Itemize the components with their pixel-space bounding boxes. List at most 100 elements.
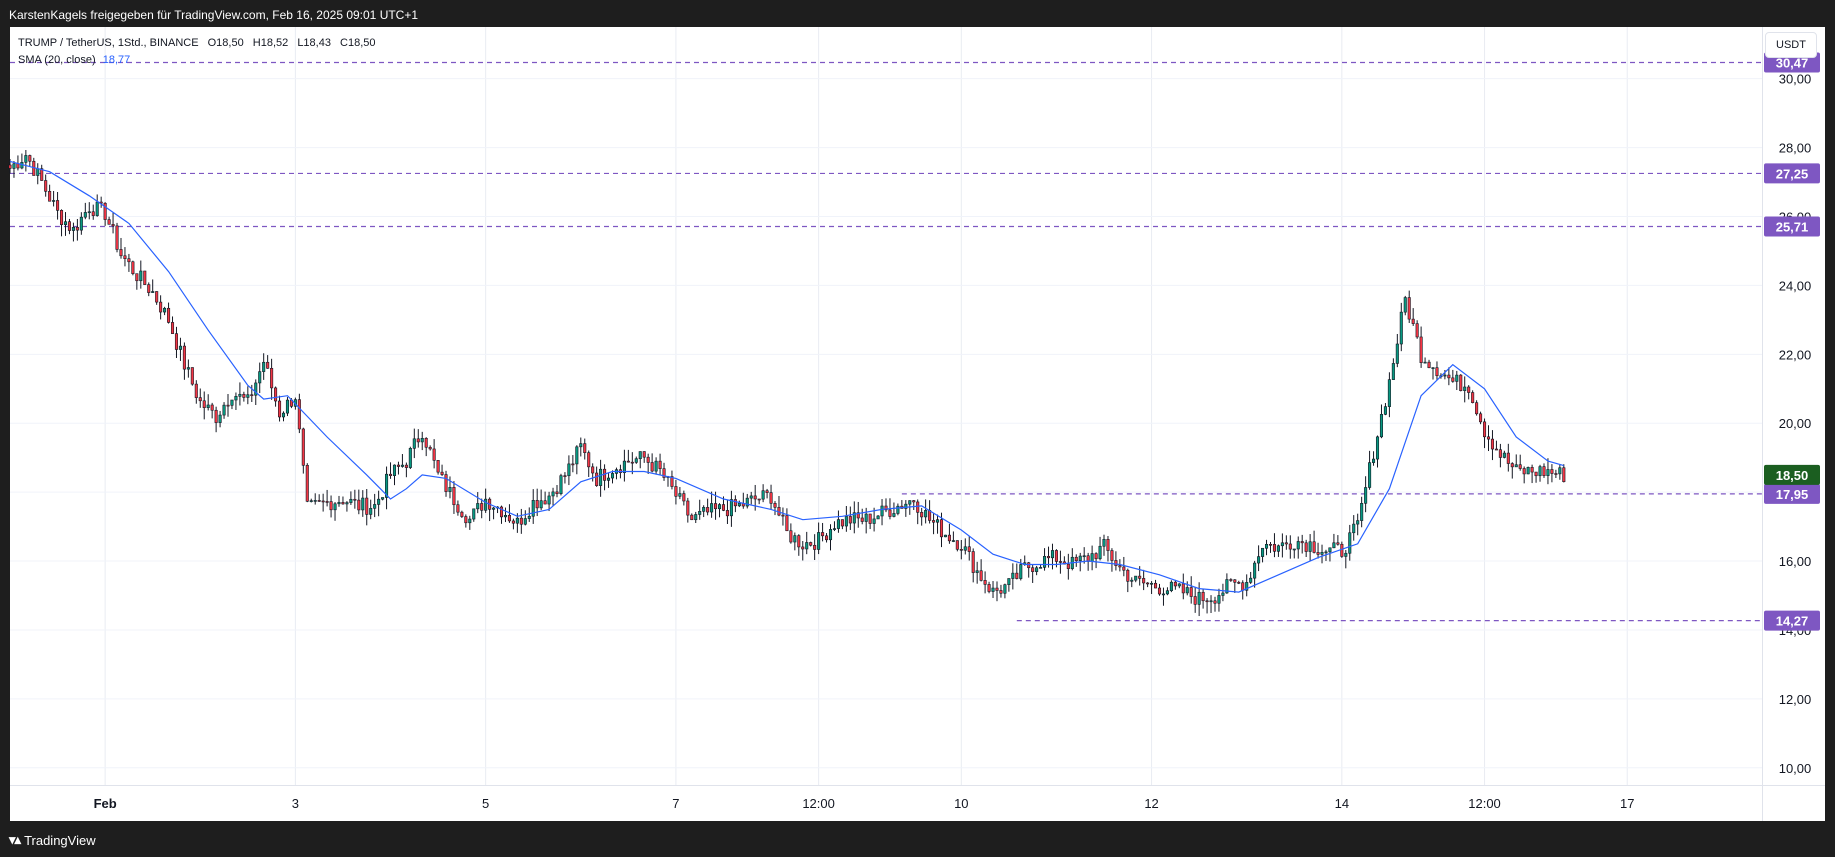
candle-up: [281, 411, 286, 422]
candle-body: [246, 394, 250, 398]
horizontal-lines: [10, 61, 1762, 622]
legend-low: L18,43: [297, 37, 331, 49]
candle-up: [622, 449, 626, 482]
candle-down: [1213, 596, 1217, 612]
candle-up: [559, 473, 563, 496]
candle-up: [1455, 370, 1459, 391]
candle-down: [1316, 542, 1320, 559]
candle-body: [1146, 582, 1150, 585]
currency-button[interactable]: USDT: [1765, 32, 1817, 58]
candle-body: [1050, 550, 1055, 559]
candle-body: [932, 520, 936, 523]
candle-body: [36, 168, 40, 176]
y-tick-label: 22,00: [1779, 347, 1812, 362]
price-tag: 30,47: [1776, 55, 1809, 70]
candle-body: [587, 452, 591, 468]
candle-down: [436, 460, 440, 475]
candle-body: [258, 371, 262, 384]
candle-body: [234, 396, 238, 401]
tradingview-brand[interactable]: ▾▴ TradingView: [9, 832, 96, 848]
candle-up: [852, 501, 856, 534]
candle-body: [1249, 577, 1253, 583]
candle-body: [527, 515, 531, 519]
candle-up: [1431, 367, 1435, 380]
candle-up: [349, 491, 353, 505]
chart-frame[interactable]: [10, 27, 1825, 821]
candle-body: [381, 497, 385, 500]
candle-up: [702, 505, 706, 518]
candle-body: [1348, 532, 1352, 554]
candle-body: [79, 216, 83, 231]
legend-sma-label[interactable]: SMA (20, close): [18, 54, 96, 66]
candle-body: [1035, 567, 1039, 572]
candle-body: [943, 534, 947, 538]
candle-up: [345, 501, 349, 512]
legend-sma-value: 18,77: [102, 54, 131, 66]
candle-down: [868, 513, 872, 530]
candle-body: [1399, 311, 1403, 345]
candle-body: [682, 493, 686, 502]
candle-body: [543, 500, 547, 505]
legend-symbol[interactable]: TRUMP / TetherUS, 1Std., BINANCE: [18, 37, 199, 49]
candle-down: [1173, 579, 1177, 590]
candle-body: [440, 471, 444, 475]
candle-up: [400, 454, 404, 468]
candle-body: [1090, 553, 1094, 562]
candle-up: [805, 531, 809, 555]
candle-up: [337, 495, 341, 507]
candle-body: [991, 587, 995, 592]
candle-up: [1098, 536, 1102, 561]
candle-up: [729, 490, 733, 527]
price-tag: 17,95: [1776, 487, 1809, 502]
candle-body: [1241, 582, 1245, 591]
candle-body: [721, 504, 726, 511]
candle-body: [44, 180, 48, 192]
candle-down: [250, 384, 254, 403]
candle-up: [1280, 533, 1284, 558]
candle-up: [1328, 547, 1332, 562]
candle-body: [662, 468, 666, 478]
candle-body: [1427, 361, 1431, 369]
candle-down: [1122, 556, 1126, 577]
candle-up: [313, 493, 317, 505]
candle-up: [761, 484, 765, 503]
candle-up: [1399, 302, 1403, 352]
candle-up: [503, 507, 508, 523]
candle-up: [551, 487, 555, 507]
candle-down: [630, 452, 634, 475]
candle-body: [1264, 544, 1269, 549]
candle-down: [143, 270, 147, 285]
candle-down: [1066, 553, 1070, 580]
candle-up: [1364, 476, 1368, 513]
candle-body: [1391, 363, 1395, 380]
candle-up: [1150, 581, 1154, 595]
candle-down: [1475, 400, 1479, 416]
candle-body: [868, 513, 872, 524]
candle-body: [404, 464, 408, 468]
grid: [10, 27, 1762, 785]
candle-body: [333, 503, 337, 511]
candle-body: [1253, 562, 1257, 579]
candle-body: [388, 473, 393, 476]
candle-body: [1356, 520, 1360, 525]
candle-down: [785, 508, 789, 532]
candle-down: [955, 540, 959, 552]
candle-body: [198, 397, 202, 402]
candle-down: [1015, 563, 1019, 580]
candle-body: [182, 345, 186, 370]
candle-body: [983, 580, 987, 585]
candle-up: [717, 503, 722, 518]
candle-body: [1015, 572, 1019, 579]
candle-down: [1288, 535, 1292, 559]
price-tag: 25,71: [1776, 219, 1809, 234]
candle-body: [1201, 591, 1205, 602]
candle-body: [143, 270, 147, 285]
candle-down: [1451, 369, 1455, 383]
candle-body: [1411, 318, 1415, 324]
footer-bar: ▾▴ TradingView: [0, 821, 1835, 857]
candle-body: [83, 212, 87, 218]
candle-body: [825, 535, 829, 541]
price-tag: 14,27: [1776, 614, 1809, 629]
candle-down: [1459, 374, 1463, 392]
